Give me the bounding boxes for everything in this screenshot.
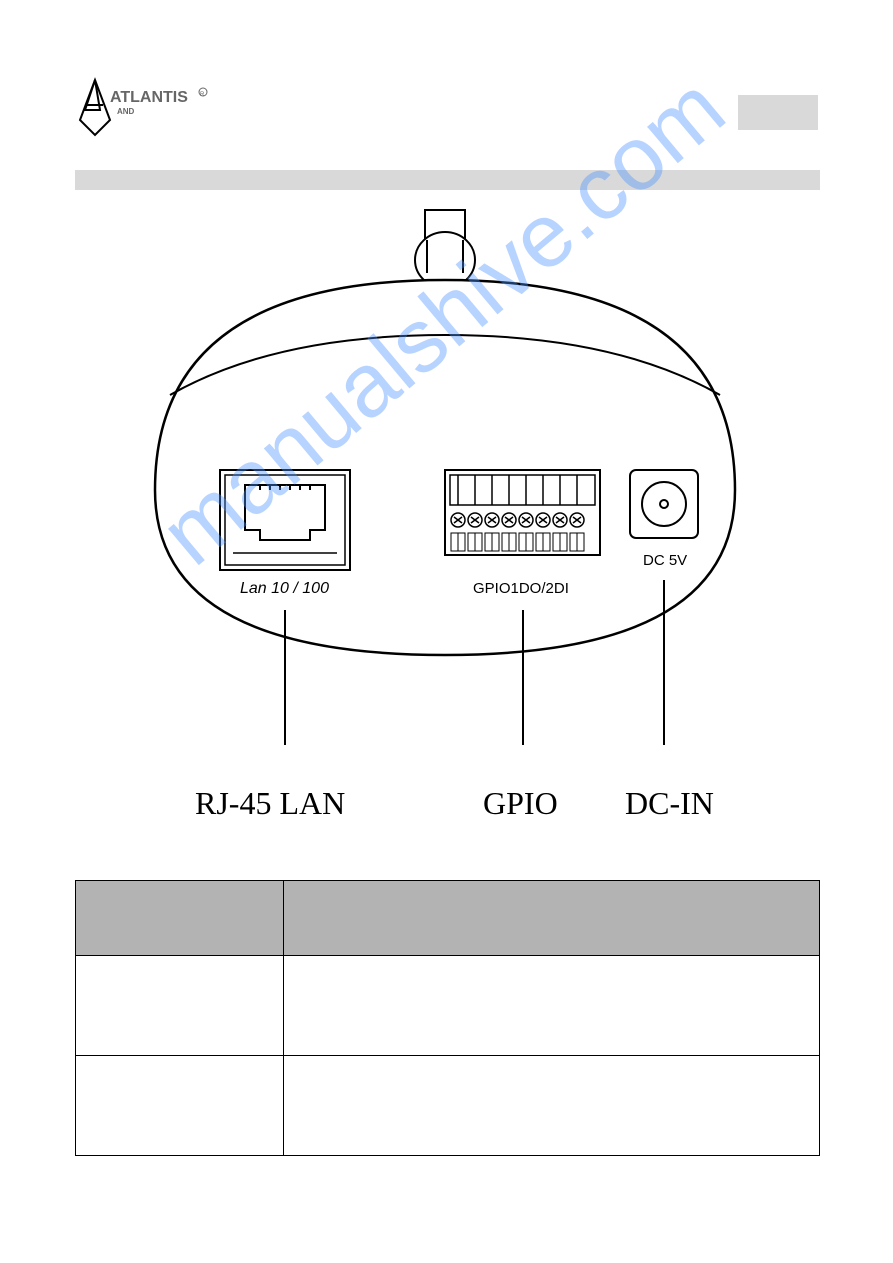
table-header-col2 xyxy=(284,881,820,956)
gpio-port-label-small: GPIO1DO/2DI xyxy=(473,580,569,597)
separator-bar xyxy=(75,170,820,190)
table-cell xyxy=(76,1056,284,1156)
header-grey-box xyxy=(738,95,818,130)
table-header-row xyxy=(76,881,820,956)
rj45-lan-label: RJ-45 LAN xyxy=(195,785,345,822)
table-row xyxy=(76,1056,820,1156)
device-diagram: Lan 10 / 100 xyxy=(75,195,820,855)
brand-name-text: ATLANTIS xyxy=(110,89,188,106)
brand-sub-text: AND xyxy=(117,107,135,116)
gpio-label: GPIO xyxy=(483,785,558,822)
ports-table xyxy=(75,880,820,1156)
brand-logo: ATLANTIS AND R xyxy=(75,70,220,155)
table-cell xyxy=(76,956,284,1056)
lan-port-label-small: Lan 10 / 100 xyxy=(240,580,329,597)
table-row xyxy=(76,956,820,1056)
dcin-label: DC-IN xyxy=(625,785,714,822)
svg-text:R: R xyxy=(200,92,205,98)
table-cell xyxy=(284,1056,820,1156)
dc-port-label-small: DC 5V xyxy=(643,552,687,569)
table-cell xyxy=(284,956,820,1056)
table-header-col1 xyxy=(76,881,284,956)
